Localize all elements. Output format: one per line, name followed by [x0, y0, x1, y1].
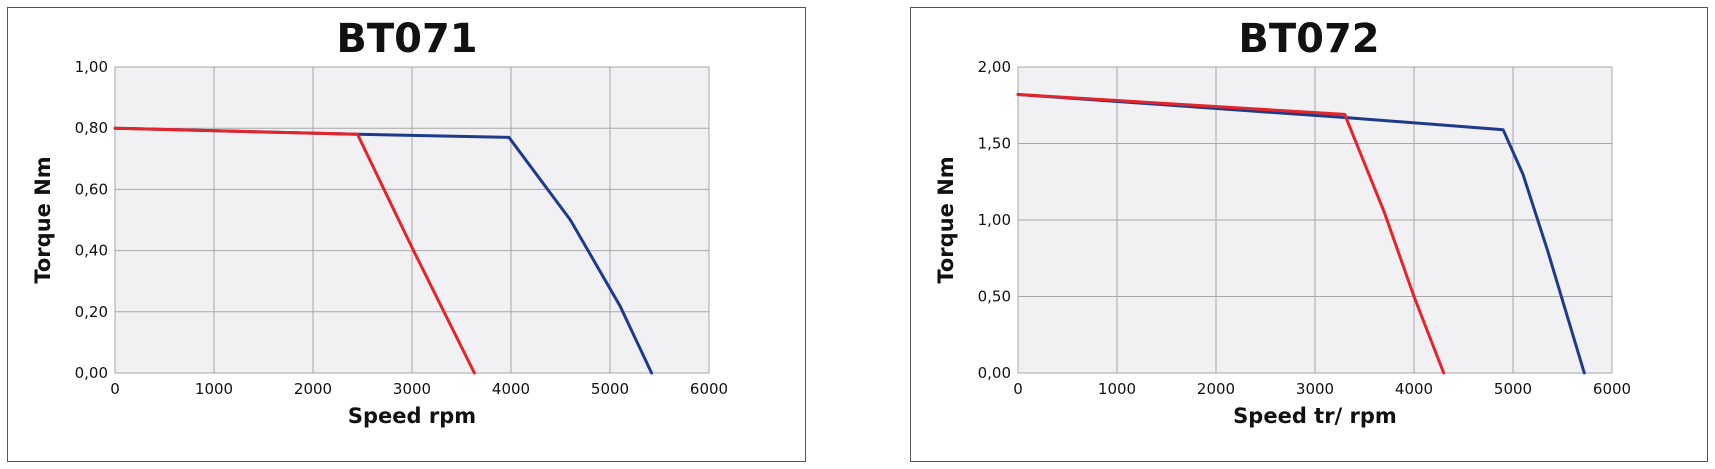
torque-speed-chart-bt071: 0 1000 2000 3000 4000 5000 6000 0,00 0,20 0,40 0,6… [31, 16, 728, 428]
y-tick-label: 1,00 [75, 58, 108, 76]
series-line-red [113, 126, 476, 375]
torque-speed-chart-bt072: 0 1000 2000 3000 4000 5000 6000 0,00 0,50 1,00 1,5… [934, 16, 1631, 428]
x-axis-label: Speed tr/ rpm [1233, 404, 1397, 428]
y-tick-label: 0,00 [978, 364, 1011, 382]
x-tick-label: 5000 [1494, 380, 1532, 398]
x-tick-label: 5000 [591, 380, 629, 398]
x-tick-label: 0 [1013, 380, 1023, 398]
x-tick-label: 2000 [294, 380, 332, 398]
y-tick-label: 0,50 [978, 288, 1011, 306]
x-tick-label: 6000 [690, 380, 728, 398]
x-tick-label: 6000 [1593, 380, 1631, 398]
y-axis-label: Torque Nm [934, 156, 958, 283]
y-tick-label: 1,50 [978, 135, 1011, 153]
x-tick-label: 4000 [492, 380, 530, 398]
y-tick-label: 1,00 [978, 211, 1011, 229]
y-tick-label: 2,00 [978, 58, 1011, 76]
y-tick-label: 0,40 [75, 242, 108, 260]
chart-title: BT071 [336, 16, 477, 62]
chart-panel-bt071: 0 1000 2000 3000 4000 5000 6000 0,00 0,20 0,40 0,6… [7, 7, 806, 462]
x-tick-label: 3000 [1296, 380, 1334, 398]
y-tick-label: 0,20 [75, 303, 108, 321]
series-line-blue [1016, 93, 1586, 375]
x-tick-label: 1000 [195, 380, 233, 398]
y-tick-label: 0,80 [75, 119, 108, 137]
series-line-red [1016, 93, 1446, 375]
x-tick-label: 2000 [1197, 380, 1235, 398]
y-axis-label: Torque Nm [31, 156, 55, 283]
x-axis-label: Speed rpm [348, 404, 476, 428]
y-tick-label: 0,00 [75, 364, 108, 382]
x-tick-label: 3000 [393, 380, 431, 398]
x-tick-label: 4000 [1395, 380, 1433, 398]
chart-title: BT072 [1238, 16, 1379, 62]
x-tick-label: 1000 [1098, 380, 1136, 398]
x-tick-label: 0 [110, 380, 120, 398]
y-tick-label: 0,60 [75, 180, 108, 198]
chart-panel-bt072: 0 1000 2000 3000 4000 5000 6000 0,00 0,50 1,00 1,5… [910, 7, 1708, 462]
